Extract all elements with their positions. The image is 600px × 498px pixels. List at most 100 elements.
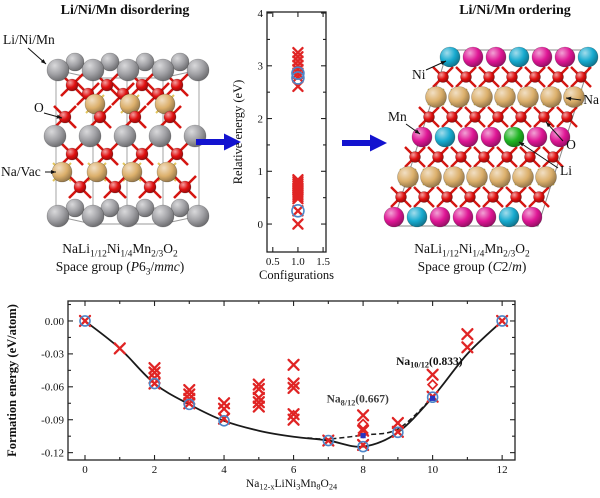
atom-sphere-metal_gray bbox=[46, 58, 70, 82]
left-panel-space-group: Space group (P63/mmc) bbox=[55, 259, 185, 278]
atom-sphere-oxygen_red bbox=[178, 180, 192, 194]
atom-sphere-metal_gray bbox=[135, 52, 155, 72]
atom-sphere-nickel_cyan bbox=[406, 206, 428, 228]
pointer-arrow bbox=[425, 60, 447, 71]
atom-sphere-sodium_tan bbox=[425, 86, 447, 108]
atom-sphere-oxygen_red bbox=[93, 110, 107, 124]
x-axis-label: Na12-xLiNi3Mn8O24 bbox=[246, 478, 337, 492]
right-panel-formula: NaLi1/12Ni1/4Mn2/3O2 bbox=[414, 241, 530, 260]
axis-frame bbox=[67, 300, 516, 461]
atom-sphere-nickel_cyan bbox=[434, 126, 456, 148]
atom-sphere-sodium_tan bbox=[154, 93, 176, 115]
tick-label: 4 bbox=[221, 464, 227, 476]
atom-sphere-oxygen_red bbox=[538, 111, 550, 123]
atom-label-sodium: Na/Vac bbox=[1, 164, 41, 179]
atom-label-oxygen: O bbox=[34, 100, 44, 115]
atom-sphere-sodium_tan bbox=[448, 86, 470, 108]
atom-sphere-oxygen_red bbox=[524, 151, 536, 163]
tick-label: 1.0 bbox=[291, 256, 305, 268]
atom-sphere-metal_gray bbox=[65, 198, 85, 218]
atom-sphere-oxygen_red bbox=[409, 151, 421, 163]
y-axis-label: Relative energy (eV) bbox=[231, 80, 245, 185]
atom-sphere-oxygen_red bbox=[143, 180, 157, 194]
atom-sphere-sodium_tan bbox=[443, 166, 465, 188]
pointer-arrow bbox=[565, 96, 582, 101]
atom-sphere-oxygen_red bbox=[515, 111, 527, 123]
atom-sphere-oxygen_red bbox=[163, 110, 177, 124]
tick-label: -0.12 bbox=[41, 447, 64, 459]
atom-sphere-oxygen_red bbox=[170, 147, 184, 161]
atom-sphere-oxygen_red bbox=[58, 110, 72, 124]
atom-sphere-metal_gray bbox=[46, 204, 70, 228]
atom-sphere-oxygen_red bbox=[529, 71, 541, 83]
atoms bbox=[43, 52, 210, 228]
atom-sphere-metal_gray bbox=[186, 204, 210, 228]
atom-sphere-manganese_magenta bbox=[462, 46, 484, 68]
pointer-arrow bbox=[518, 141, 559, 169]
series-dashed-hull-points bbox=[360, 395, 436, 439]
tick-label: 1 bbox=[258, 166, 264, 178]
disordered-structure-diagram: Li/Ni/Mn O Na/Vac bbox=[1, 32, 210, 228]
y-axis-label: Formation energy (eV/atom) bbox=[5, 304, 19, 457]
atom-sphere-oxygen_red bbox=[487, 191, 499, 203]
atom-sphere-oxygen_red bbox=[478, 151, 490, 163]
atom-sphere-oxygen_red bbox=[108, 180, 122, 194]
pointer-arrow bbox=[43, 112, 63, 119]
atom-sphere-metal_gray bbox=[43, 124, 67, 148]
atom-label-li: Li bbox=[560, 163, 572, 178]
atom-sphere-oxygen_red bbox=[575, 71, 587, 83]
atom-sphere-oxygen_red bbox=[395, 191, 407, 203]
atom-sphere-metal_gray bbox=[81, 204, 105, 228]
atom-sphere-sodium_tan bbox=[517, 86, 539, 108]
atom-sphere-sodium_tan bbox=[121, 161, 143, 183]
atom-sphere-oxygen_red bbox=[460, 71, 472, 83]
atom-sphere-metal_gray bbox=[116, 204, 140, 228]
pointer-arrow bbox=[545, 121, 564, 142]
tick-label: 0.5 bbox=[266, 256, 280, 268]
atom-sphere-oxygen_red bbox=[135, 78, 149, 92]
blue-arrow-icon bbox=[196, 133, 241, 151]
atom-sphere-oxygen_red bbox=[73, 180, 87, 194]
atom-sphere-sodium_tan bbox=[489, 166, 511, 188]
atom-sphere-manganese_magenta bbox=[526, 126, 548, 148]
atom-sphere-oxygen_red bbox=[100, 78, 114, 92]
atom-sphere-manganese_magenta bbox=[475, 206, 497, 228]
atom-sphere-oxygen_red bbox=[128, 110, 142, 124]
atom-sphere-oxygen_red bbox=[437, 71, 449, 83]
atom-sphere-sodium_tan bbox=[471, 86, 493, 108]
series-configuration-energies bbox=[292, 46, 304, 230]
atom-sphere-sodium_tan bbox=[512, 166, 534, 188]
series-metastable-diamonds bbox=[253, 378, 439, 439]
tick-label: 2 bbox=[258, 113, 264, 125]
atom-sphere-oxygen_red bbox=[533, 191, 545, 203]
atom-sphere-manganese_magenta bbox=[531, 46, 553, 68]
atom-sphere-oxygen_red bbox=[483, 71, 495, 83]
tick-label: -0.09 bbox=[41, 415, 64, 427]
atom-sphere-oxygen_red bbox=[501, 151, 513, 163]
atom-sphere-oxygen_red bbox=[552, 71, 564, 83]
right-panel-title: Li/Ni/Mn ordering bbox=[459, 3, 571, 18]
atom-sphere-metal_gray bbox=[78, 124, 102, 148]
tick-label: 8 bbox=[360, 464, 366, 476]
atom-sphere-oxygen_red bbox=[65, 147, 79, 161]
atom-sphere-oxygen_red bbox=[100, 147, 114, 161]
atom-sphere-oxygen_red bbox=[65, 78, 79, 92]
atom-label-ni: Ni bbox=[412, 67, 426, 82]
tick-label: 1.5 bbox=[316, 256, 330, 268]
tick-label: 0 bbox=[82, 464, 88, 476]
pointer-arrow bbox=[45, 169, 56, 175]
axis-ticks bbox=[68, 301, 515, 460]
atom-sphere-oxygen_red bbox=[446, 111, 458, 123]
atom-sphere-metal_gray bbox=[151, 204, 175, 228]
atom-sphere-oxygen_red bbox=[441, 191, 453, 203]
atom-sphere-oxygen_red bbox=[561, 111, 573, 123]
atom-sphere-nickel_cyan bbox=[577, 46, 599, 68]
atom-sphere-oxygen_red bbox=[423, 111, 435, 123]
atom-sphere-metal_gray bbox=[135, 198, 155, 218]
left-panel-formula: NaLi1/12Ni1/4Mn2/3O2 bbox=[62, 241, 178, 260]
pointer-arrow bbox=[27, 47, 47, 65]
atom-sphere-oxygen_red bbox=[492, 111, 504, 123]
x-axis-label: Configurations bbox=[259, 268, 334, 282]
blue-arrow-icon bbox=[342, 134, 387, 152]
atom-sphere-manganese_magenta bbox=[383, 206, 405, 228]
